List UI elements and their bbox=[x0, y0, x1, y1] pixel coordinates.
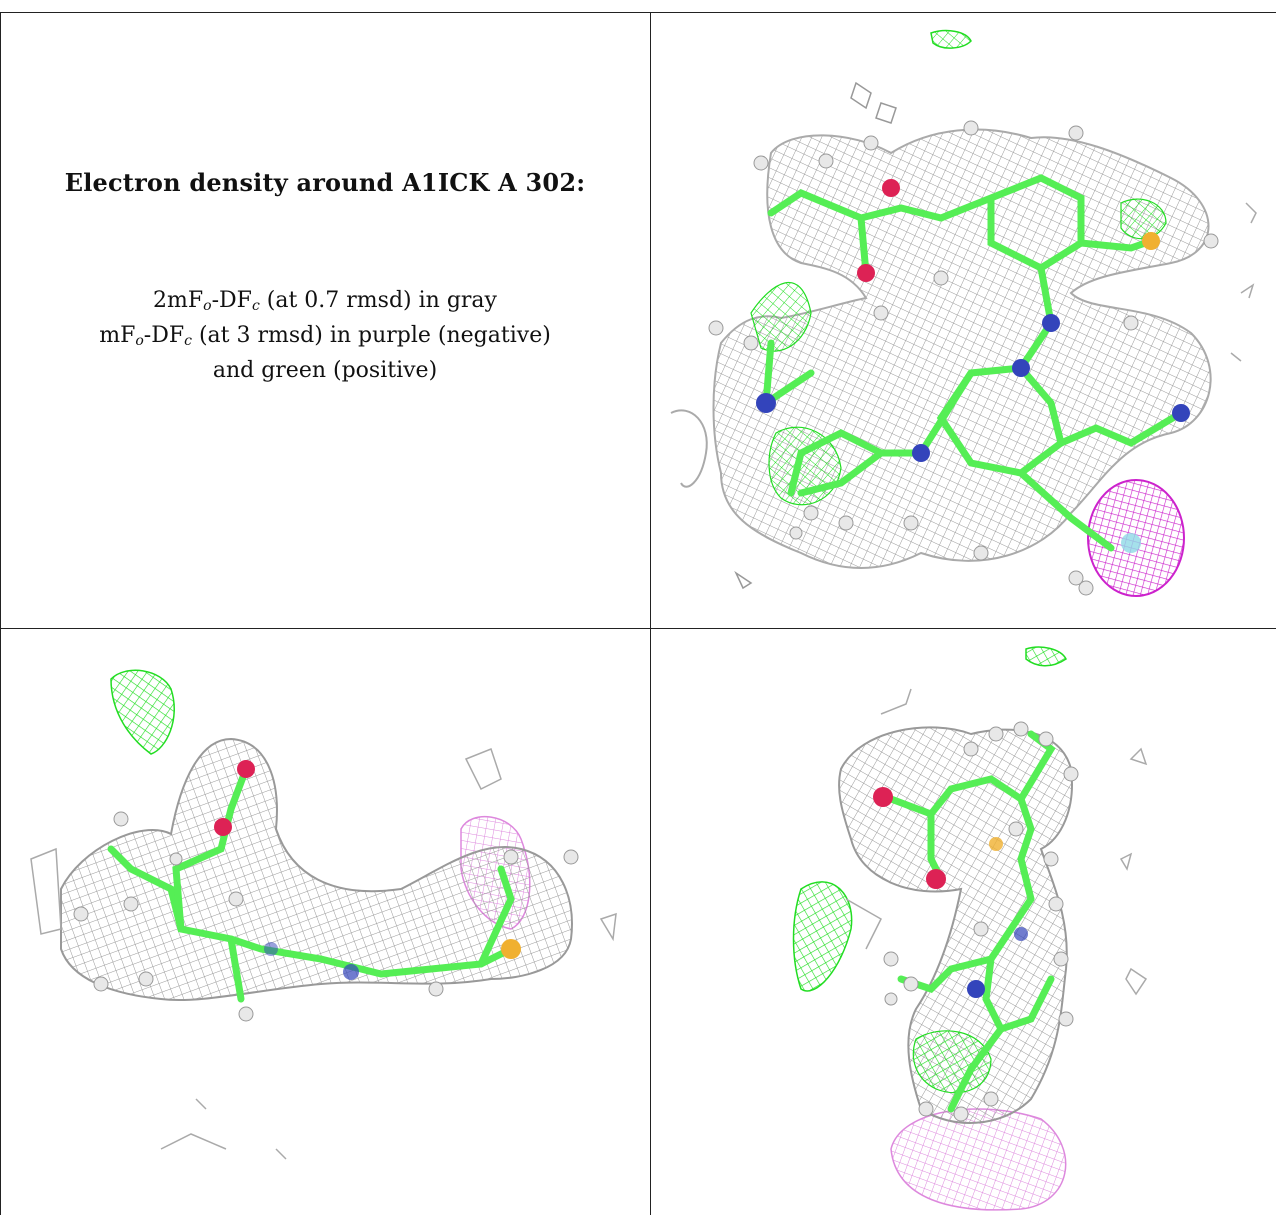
hydrogen-atoms-end bbox=[883, 721, 1079, 1122]
grid-top-border bbox=[0, 12, 1276, 13]
gray-density-fragment bbox=[30, 847, 62, 935]
positive-density-mesh bbox=[750, 29, 1167, 506]
hydrogen-atoms-side bbox=[73, 811, 579, 1022]
legend-line-2fofc: 2mFo-DFc (at 0.7 rmsd) in gray bbox=[153, 288, 497, 314]
negative-density-end bbox=[890, 1108, 1067, 1211]
positive-density-ring-end bbox=[912, 1030, 992, 1094]
negative-density-mesh bbox=[1087, 479, 1185, 597]
ligand-bonds bbox=[761, 174, 1185, 552]
gray-density-side bbox=[60, 737, 573, 1001]
caption-panel: Electron density around A1ICK A 302: 2mF… bbox=[0, 0, 650, 628]
positive-density-side bbox=[110, 669, 175, 755]
ligand-bonds-end bbox=[887, 730, 1056, 1113]
density-view-side bbox=[1, 629, 650, 1215]
positive-density-end bbox=[792, 881, 853, 992]
gray-density-fragments-side bbox=[160, 748, 617, 1160]
figure-title: Electron density around A1ICK A 302: bbox=[64, 168, 586, 197]
legend-line-fofc: mFo-DFc (at 3 rmsd) in purple (negative) bbox=[99, 323, 551, 349]
legend-text: 2mFo-DFc (at 0.7 rmsd) in gray mFo-DFc (… bbox=[0, 286, 650, 385]
density-view-top bbox=[651, 13, 1276, 628]
grid-middle-border bbox=[0, 628, 1276, 629]
hydrogen-atoms bbox=[708, 120, 1219, 596]
ligand-atoms-side bbox=[214, 760, 521, 980]
gray-density-fragments-end bbox=[845, 688, 1148, 996]
grid-center-border bbox=[650, 12, 651, 1215]
ligand-atoms-end bbox=[873, 787, 1028, 998]
density-view-end bbox=[651, 629, 1276, 1215]
ligand-atoms bbox=[756, 179, 1190, 462]
legend-line-positive: and green (positive) bbox=[212, 358, 438, 383]
ligand-bonds-side bbox=[107, 765, 515, 1003]
positive-density-top-end bbox=[1025, 646, 1067, 667]
grid-left-border bbox=[0, 12, 1, 1215]
